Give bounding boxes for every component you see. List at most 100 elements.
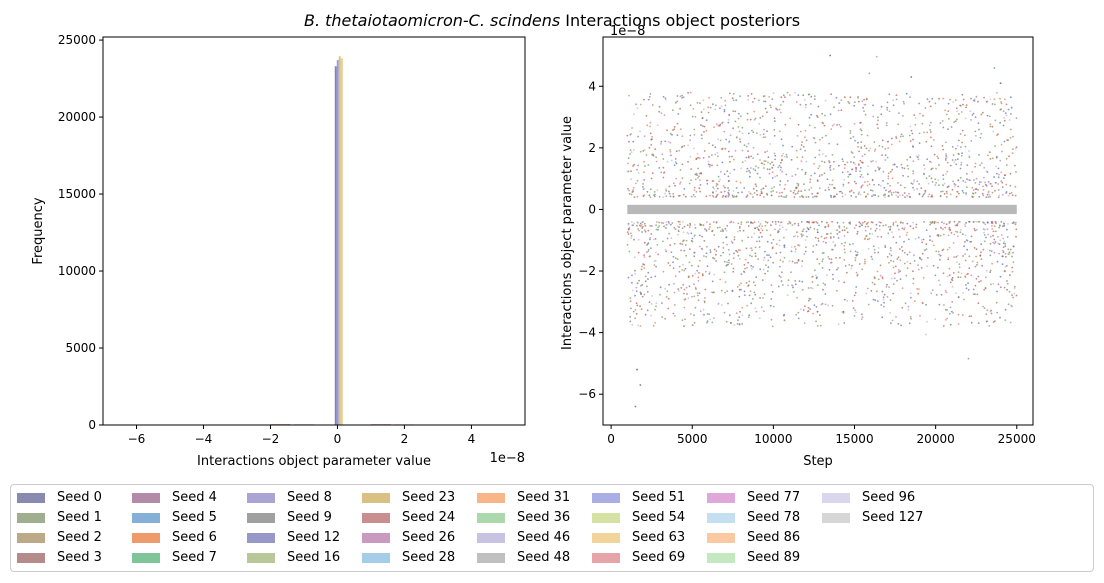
trace-point (780, 161, 782, 164)
trace-point (744, 160, 747, 162)
trace-point (889, 190, 892, 192)
trace-point (939, 254, 942, 257)
trace-point (716, 164, 719, 167)
trace-point (685, 254, 688, 257)
trace-point (738, 112, 740, 115)
trace-point (692, 108, 695, 110)
trace-point (691, 274, 694, 277)
trace-point (888, 194, 890, 197)
trace-point (917, 154, 920, 157)
trace-point (636, 221, 639, 224)
trace-point (926, 158, 929, 161)
trace-point (847, 171, 849, 173)
trace-point (754, 293, 757, 296)
trace-point (699, 245, 701, 248)
trace-point (861, 316, 864, 318)
trace-point (965, 284, 967, 286)
trace-point (958, 113, 960, 115)
trace-point (1015, 235, 1017, 238)
trace-point (651, 136, 653, 138)
trace-point (912, 270, 914, 273)
trace-point (968, 315, 971, 318)
trace-point (686, 224, 689, 227)
trace-point (866, 222, 868, 225)
trace-point (660, 171, 663, 174)
trace-point (925, 177, 928, 180)
trace-point (922, 114, 924, 117)
trace-point (868, 183, 871, 186)
trace-point (741, 323, 744, 325)
trace-point (691, 115, 694, 118)
trace-point (927, 257, 929, 259)
trace-point (970, 140, 973, 142)
trace-point (901, 194, 904, 197)
trace-point (778, 244, 781, 247)
trace-point (683, 225, 686, 228)
trace-point (996, 172, 998, 175)
legend-swatch (132, 492, 160, 503)
trace-point (700, 172, 702, 175)
legend-swatch (707, 512, 735, 523)
trace-point (664, 140, 667, 143)
y-tick-label: 4 (588, 79, 596, 93)
trace-point (723, 260, 726, 263)
trace-point (975, 248, 978, 251)
trace-point (782, 195, 784, 198)
trace-point (781, 170, 783, 173)
trace-point (786, 294, 789, 296)
trace-point (772, 261, 775, 264)
trace-point (716, 193, 719, 196)
trace-point (970, 315, 973, 317)
trace-point (821, 121, 824, 124)
trace-point (654, 322, 657, 324)
legend-swatch (247, 532, 275, 543)
trace-point (984, 228, 986, 231)
trace-point (691, 237, 694, 240)
trace-point (951, 188, 954, 191)
trace-point (1008, 192, 1011, 195)
trace-point (929, 136, 932, 139)
trace-point (808, 221, 810, 224)
trace-point (695, 190, 698, 193)
trace-point (724, 281, 727, 283)
trace-point (979, 255, 982, 257)
trace-point (783, 246, 786, 249)
trace-point (642, 186, 644, 188)
trace-point (846, 300, 849, 302)
legend-item: Seed 127 (822, 510, 923, 525)
trace-point (672, 255, 675, 258)
trace-point (665, 188, 667, 191)
trace-point (679, 220, 681, 223)
trace-point (972, 189, 975, 191)
trace-point (946, 161, 949, 164)
trace-point (817, 240, 820, 242)
trace-point (635, 182, 637, 185)
trace-point (970, 274, 973, 277)
trace-point (935, 167, 937, 170)
trace-point (895, 221, 897, 223)
trace-point (678, 226, 680, 229)
trace-point (655, 305, 657, 308)
trace-point (739, 95, 741, 98)
trace-point (851, 168, 854, 171)
trace-point (743, 294, 746, 296)
trace-point (816, 231, 819, 234)
trace-point (805, 103, 807, 106)
trace-point (951, 285, 954, 288)
trace-point (938, 279, 940, 282)
trace-point (764, 272, 766, 275)
trace-point (911, 132, 914, 135)
trace-point (762, 100, 765, 103)
trace-point (917, 268, 920, 271)
trace-point (946, 170, 949, 173)
trace-point (989, 195, 991, 198)
trace-point (900, 163, 903, 166)
trace-point (781, 271, 783, 274)
trace-point (837, 267, 839, 269)
trace-point (796, 192, 799, 195)
trace-point (953, 233, 956, 236)
trace-point (722, 185, 725, 187)
trace-point (673, 282, 675, 285)
histogram-y-label: Frequency (31, 197, 46, 264)
